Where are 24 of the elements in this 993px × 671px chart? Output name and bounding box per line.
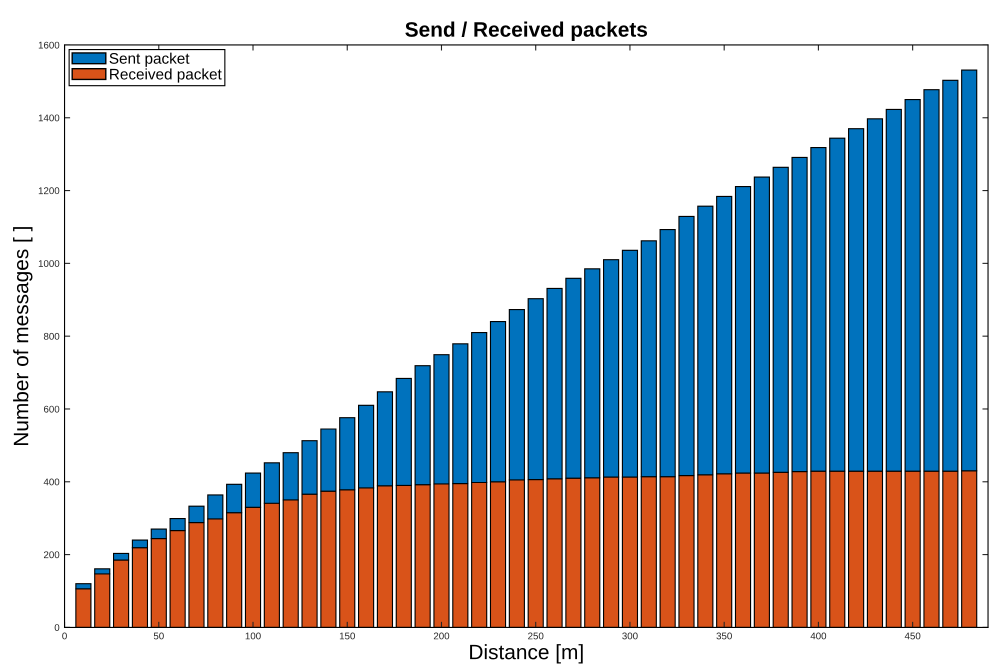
y-tick-label: 800 <box>44 332 60 340</box>
y-tick-label: 200 <box>44 551 60 558</box>
legend-label: Sent packet <box>110 52 190 67</box>
x-tick-label: 150 <box>340 632 355 640</box>
x-tick-label: 350 <box>716 632 732 640</box>
y-axis-title: Number of messages [ ] <box>13 227 32 446</box>
y-tick-label: 1000 <box>38 260 60 267</box>
y-tick-label: 1400 <box>38 114 60 122</box>
x-tick-label: 200 <box>434 632 450 640</box>
y-tick-label: 0 <box>54 624 60 632</box>
x-axis-title: Distance [m] <box>470 644 583 664</box>
y-tick-label: 1200 <box>38 187 60 194</box>
x-tick-label: 100 <box>246 632 261 640</box>
x-tick-label: 300 <box>622 632 638 640</box>
x-tick-label: 50 <box>154 632 164 640</box>
x-tick-label: 450 <box>904 632 920 640</box>
x-tick-label: 0 <box>62 632 67 640</box>
x-tick-label: 400 <box>810 632 826 640</box>
y-tick-label: 1600 <box>38 42 60 49</box>
y-tick-label: 400 <box>44 478 60 486</box>
legend-label: Received packet <box>110 68 222 83</box>
x-tick-label: 250 <box>528 632 544 640</box>
y-tick-label: 600 <box>44 406 60 413</box>
chart-title: Send / Received packets <box>405 22 648 41</box>
